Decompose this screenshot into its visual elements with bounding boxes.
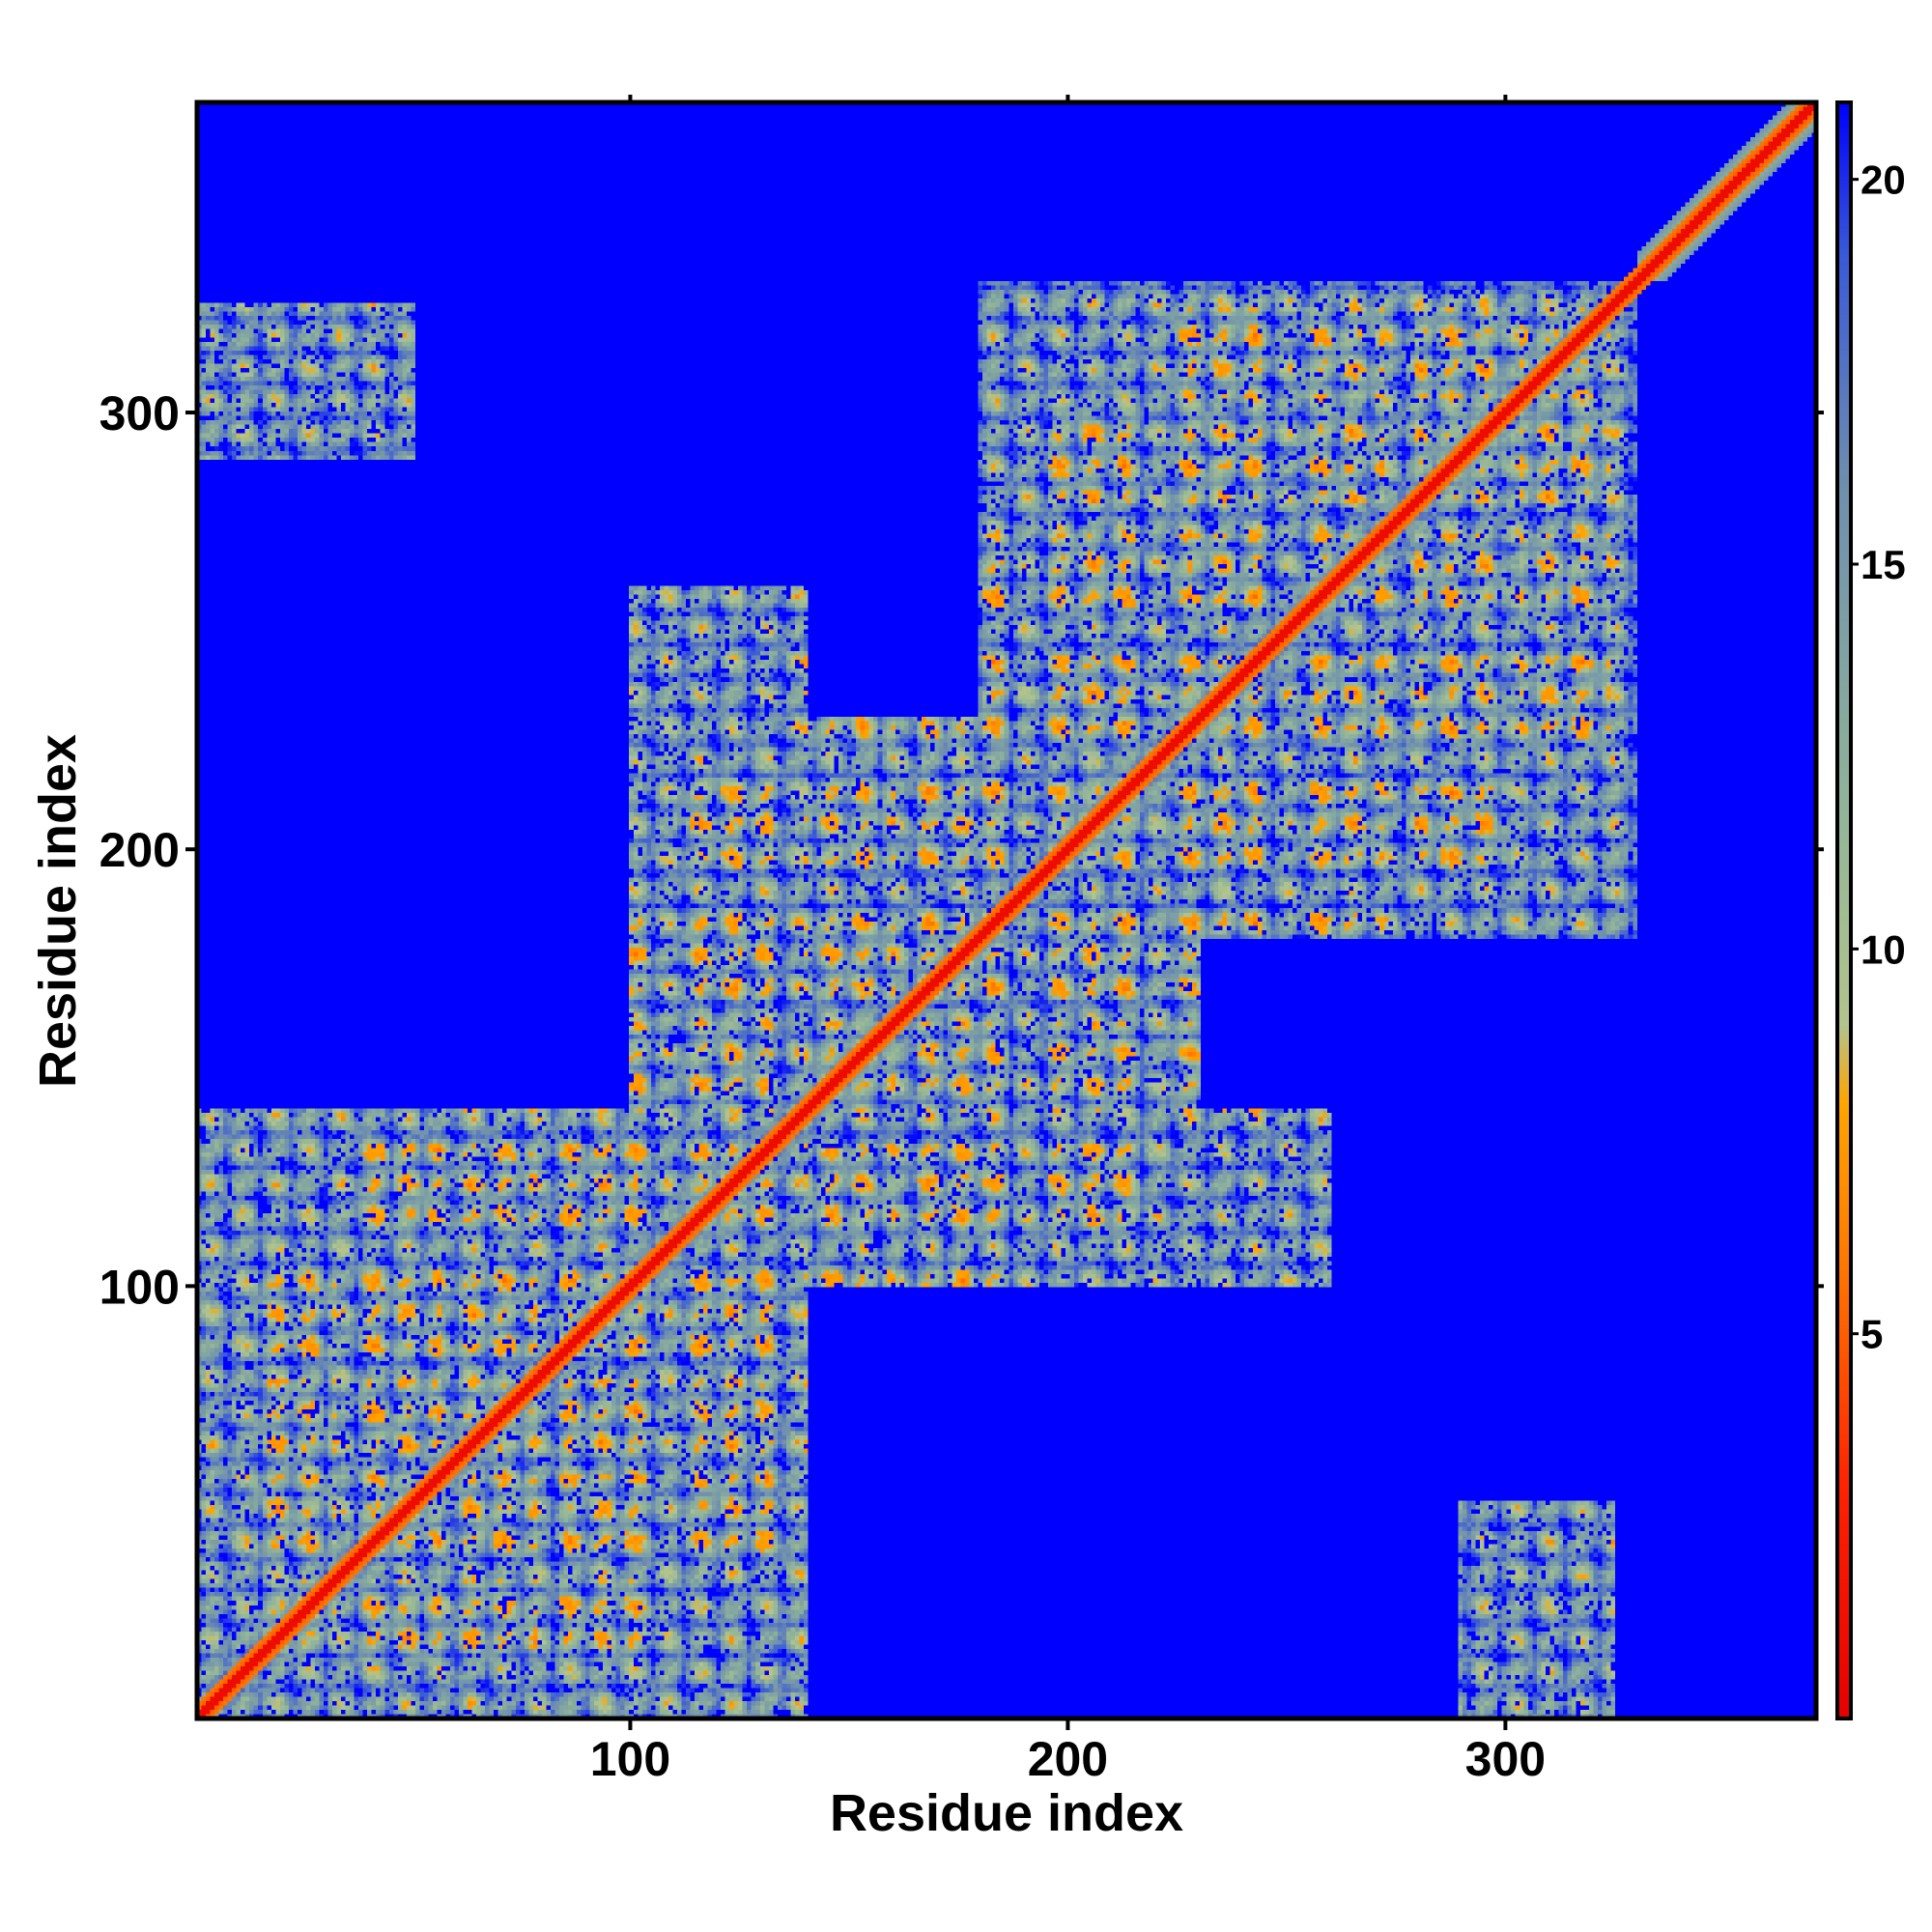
y-tick-label: 100	[99, 1260, 180, 1314]
x-axis-ticks: 100 200 300	[590, 95, 1546, 1786]
y-axis-title: Residue index	[29, 734, 87, 1088]
y-axis-ticks: 100 200 300	[99, 386, 1824, 1314]
colorbar-frame	[1835, 100, 1853, 1720]
colorbar	[1837, 102, 1851, 1719]
y-tick-label: 200	[99, 823, 180, 877]
x-tick-label: 100	[590, 1732, 670, 1786]
x-axis-title: Residue index	[830, 1784, 1183, 1842]
colorbar-ticks: 5 10 15 20	[1851, 157, 1906, 1357]
x-tick-label: 200	[1028, 1732, 1108, 1786]
y-tick-label: 300	[99, 386, 180, 440]
x-tick-label: 300	[1465, 1732, 1546, 1786]
colorbar-tick-label: 10	[1861, 926, 1906, 972]
colorbar-tick-label: 5	[1861, 1312, 1883, 1357]
heatmap	[197, 102, 1816, 1719]
plot-frame	[194, 99, 1819, 1721]
colorbar-tick-label: 15	[1861, 542, 1906, 587]
colorbar-tick-label: 20	[1861, 157, 1906, 203]
